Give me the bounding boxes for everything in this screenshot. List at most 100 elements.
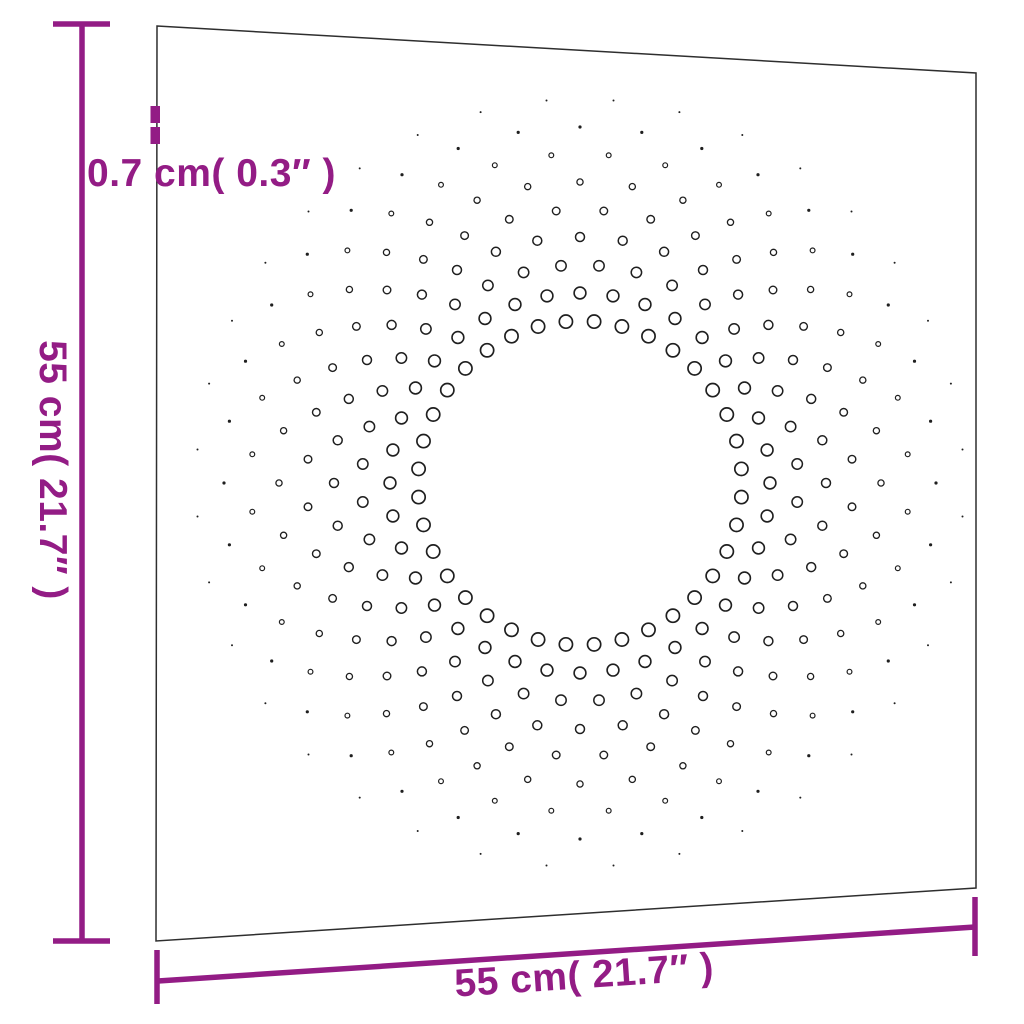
perforation-dot [264,702,267,705]
perforation-dot [411,489,427,505]
perforation-dot [545,864,548,867]
perforation-dot [504,742,514,752]
perforation-dot [851,710,855,714]
perforation-dot [859,376,867,384]
perforation-dot [382,248,391,257]
perforation-dot [278,618,285,625]
perforation-dot [846,668,853,675]
perforation-dot [451,264,463,276]
perforation-dot [311,407,321,417]
perforation-dot [227,419,231,423]
perforation-dot [760,509,774,523]
perforation-dot [593,694,605,707]
perforation-dot [934,481,938,485]
perforation-dot [665,608,681,624]
perforation-dot [394,411,409,425]
perforation-dot [699,298,711,311]
perforation-dot [765,749,772,756]
perforation-dot [307,668,314,675]
perforation-dot [695,330,709,345]
perforation-dot [508,654,522,669]
height-dimension-label: 55 cm( 21.7″ ) [31,340,74,600]
perforation-dot [279,426,288,435]
perforation-dot [760,443,774,457]
perforation-dot [311,549,321,559]
perforation-dot [756,173,760,177]
perforation-dot [356,496,369,508]
perforation-dot [839,549,849,559]
perforation-dot [799,167,802,170]
perforation-dot [614,319,630,334]
perforation-dot [893,702,896,705]
perforation-dot [558,314,574,330]
perforation-dot [395,352,408,364]
perforation-dot [756,789,760,793]
perforation-dot [666,674,679,687]
perforation-dot [425,407,441,422]
thickness-mark-lower [150,127,160,144]
perforation-dot [328,363,338,373]
perforation-dot [836,629,845,638]
perforation-dot [388,210,395,217]
perforation-dot [491,162,498,169]
perforation-dot [481,674,494,687]
perforation-dot [872,426,881,435]
perforation-dot [479,852,482,855]
perforation-dot [872,531,881,540]
perforation-dot [961,448,964,451]
perforation-dot [846,291,853,298]
perforation-dot [473,762,481,770]
perforation-dot [490,246,502,258]
perforation-dot [593,259,605,272]
perforation-dot [605,152,612,159]
perforation-dot [460,231,470,241]
perforation-dot [912,603,917,607]
perforation-dot [540,289,554,303]
perforation-dot [847,502,857,512]
perforation-dot [641,622,656,638]
perforation-dot [315,629,324,638]
perforation-dot [678,111,681,114]
perforation-dot [416,830,419,832]
perforation-dot [769,248,778,257]
perforation-dot [358,796,361,799]
perforation-dot [361,600,373,612]
perforation-dot [851,252,855,256]
perforation-dot [523,182,532,191]
perforation-dot [523,775,532,784]
perforation-dot [719,407,735,422]
perforation-dot [679,196,687,204]
perforation-dot [328,593,338,603]
perforation-dot [641,328,656,344]
perforation-dot [427,354,442,368]
perforation-dot [768,671,778,681]
perforation-dot [386,443,400,457]
perforation-dot [599,750,609,760]
perforation-dot [893,261,896,264]
perforation-dot [732,666,744,677]
perforation-dot [886,303,890,307]
perforation-dot [666,279,679,292]
perforation-dot [425,218,434,227]
perforation-dot [478,640,492,655]
perforation-dot [817,520,828,531]
perforation-dot [460,725,470,735]
perforation-dot [382,671,392,681]
perforation-dot [927,644,929,647]
perforation-dot [805,561,817,573]
perforation-dot [275,479,283,487]
perforation-dot [449,655,461,668]
perforation-dot [668,640,682,655]
height-dimension: 55 cm( 21.7″ ) [31,21,110,944]
perforation-dot [395,602,408,614]
perforation-dot [961,515,964,518]
perforation-dot [737,381,752,395]
perforation-dot [517,687,530,700]
perforation-dot [249,508,256,515]
thickness-dimension: 0.7 cm( 0.3″ ) [87,106,335,195]
perforation-dot [343,561,355,573]
perforation-dot [427,598,442,612]
perforation-dot [646,214,656,224]
perforation-dot [408,381,423,395]
perforation-dot [504,328,519,344]
